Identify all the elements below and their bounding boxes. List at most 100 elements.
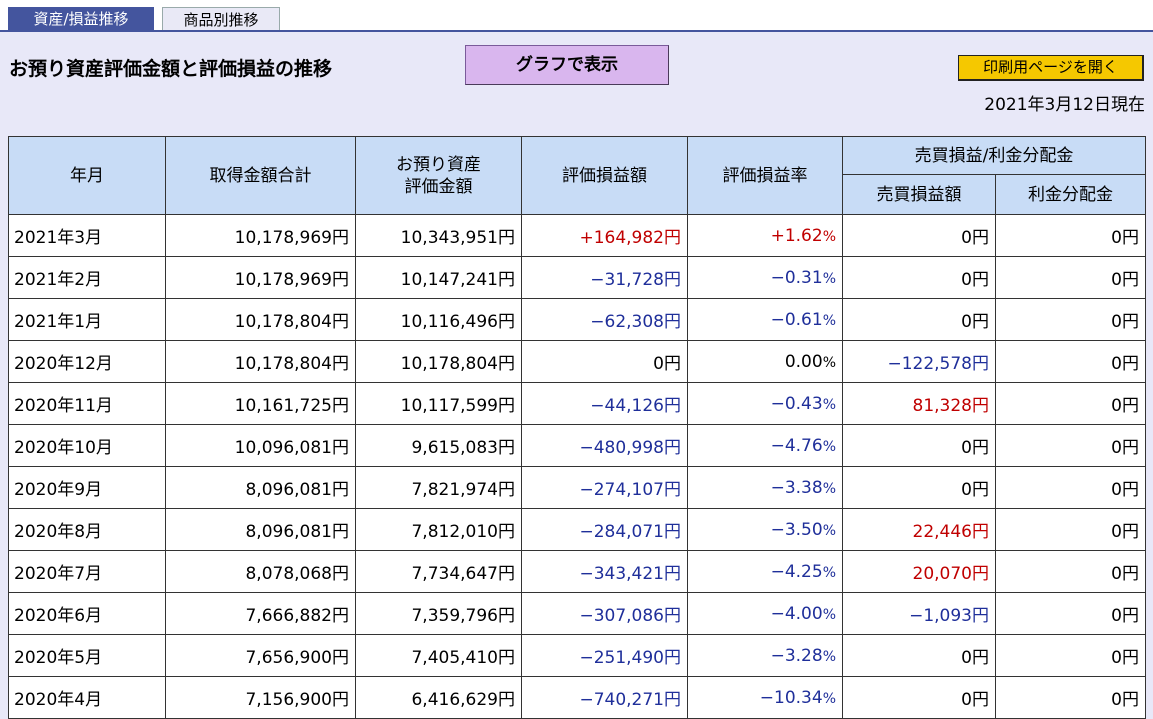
table-row: 2020年7月 8,078,068円 7,734,647円 −343,421円 −4.2…: [8, 550, 1146, 593]
cell-gain-loss: −44,126円: [521, 382, 688, 425]
cell-valuation-value: 10,147,241円: [400, 270, 515, 290]
cell-year-month: 2020年9月: [8, 466, 166, 509]
cell-gain-loss-rate-value: −4.76: [770, 435, 823, 456]
percent-sign: %: [822, 480, 836, 497]
cell-year-month: 2020年11月: [8, 382, 166, 425]
percent-sign: %: [822, 228, 836, 245]
cell-trade-pl: 0円: [842, 214, 996, 257]
cell-gain-loss: −480,998円: [521, 424, 688, 467]
table-row: 2020年8月 8,096,081円 7,812,010円 −284,071円 −3.5…: [8, 508, 1146, 551]
cell-gain-loss-value: −274,107円: [579, 480, 681, 500]
cell-trade-pl-value: −122,578円: [887, 354, 989, 374]
cell-distribution: 0円: [995, 676, 1146, 719]
table-row: 2021年2月 10,178,969円 10,147,241円 −31,728円 −0.…: [8, 256, 1146, 299]
cell-valuation-value: 10,343,951円: [400, 228, 515, 248]
cell-acquisition-total-value: 10,161,725円: [234, 396, 349, 416]
cell-trade-pl-value: 20,070円: [912, 564, 989, 584]
cell-gain-loss-rate: −4.25%: [687, 550, 843, 593]
cell-trade-pl: 0円: [842, 298, 996, 341]
tab-asset-pl-history[interactable]: 資産/損益推移: [8, 7, 154, 31]
cell-distribution-value: 0円: [1111, 354, 1139, 374]
cell-gain-loss-rate-value: 0.00: [784, 351, 823, 372]
cell-gain-loss-value: −31,728円: [590, 270, 681, 290]
cell-gain-loss-value: −44,126円: [590, 396, 681, 416]
cell-gain-loss: −274,107円: [521, 466, 688, 509]
cell-trade-pl-value: 0円: [961, 228, 989, 248]
cell-gain-loss-rate-value: −0.31: [770, 267, 823, 288]
cell-gain-loss-rate-value: −0.43: [770, 393, 823, 414]
table-row: 2020年4月 7,156,900円 6,416,629円 −740,271円 −10.…: [8, 676, 1146, 719]
cell-gain-loss-rate: 0.00%: [687, 340, 843, 383]
cell-year-month-value: 2020年10月: [14, 438, 113, 458]
cell-acquisition-total-value: 10,178,804円: [234, 354, 349, 374]
cell-acquisition-total: 10,178,804円: [165, 340, 356, 383]
cell-valuation-value: 10,117,599円: [400, 396, 515, 416]
cell-distribution: 0円: [995, 256, 1146, 299]
cell-valuation: 10,116,496円: [355, 298, 522, 341]
cell-gain-loss-value: −480,998円: [579, 438, 681, 458]
cell-acquisition-total: 10,096,081円: [165, 424, 356, 467]
cell-year-month-value: 2020年8月: [14, 522, 103, 542]
cell-gain-loss-rate: −3.38%: [687, 466, 843, 509]
cell-trade-pl: 81,328円: [842, 382, 996, 425]
open-print-page-button[interactable]: 印刷用ページを開く: [958, 55, 1144, 81]
cell-year-month: 2020年7月: [8, 550, 166, 593]
cell-valuation-value: 7,405,410円: [411, 648, 515, 668]
cell-valuation: 6,416,629円: [355, 676, 522, 719]
cell-distribution-value: 0円: [1111, 690, 1139, 710]
cell-valuation-value: 7,734,647円: [411, 564, 515, 584]
cell-acquisition-total: 7,666,882円: [165, 592, 356, 635]
table-row: 2020年5月 7,656,900円 7,405,410円 −251,490円 −3.2…: [8, 634, 1146, 677]
cell-distribution: 0円: [995, 298, 1146, 341]
cell-distribution-value: 0円: [1111, 438, 1139, 458]
cell-gain-loss-rate-value: −3.38: [770, 477, 823, 498]
cell-acquisition-total-value: 10,178,969円: [234, 270, 349, 290]
cell-acquisition-total-value: 10,178,969円: [234, 228, 349, 248]
cell-gain-loss: +164,982円: [521, 214, 688, 257]
cell-year-month-value: 2020年7月: [14, 564, 103, 584]
cell-acquisition-total: 10,178,804円: [165, 298, 356, 341]
cell-gain-loss-value: 0円: [653, 354, 681, 374]
cell-valuation-value: 9,615,083円: [411, 438, 515, 458]
header-valuation-line2: 評価金額: [404, 176, 473, 197]
cell-valuation: 7,734,647円: [355, 550, 522, 593]
cell-gain-loss-value: −343,421円: [579, 564, 681, 584]
cell-distribution: 0円: [995, 214, 1146, 257]
cell-trade-pl-value: 81,328円: [912, 396, 989, 416]
cell-acquisition-total-value: 7,656,900円: [245, 648, 349, 668]
cell-gain-loss-value: −740,271円: [579, 690, 681, 710]
tab-product-history[interactable]: 商品別推移: [162, 7, 280, 31]
cell-acquisition-total: 10,178,969円: [165, 214, 356, 257]
asset-history-table: 年月 取得金額合計 お預り資産 評価金額 評価損益額 評価損益率 売買損益/利金…: [8, 136, 1146, 719]
cell-valuation: 10,117,599円: [355, 382, 522, 425]
show-graph-button[interactable]: グラフで表示: [465, 45, 669, 85]
cell-year-month: 2020年8月: [8, 508, 166, 551]
cell-trade-pl-value: 0円: [961, 312, 989, 332]
table-row: 2020年12月 10,178,804円 10,178,804円 0円 0.00% −12…: [8, 340, 1146, 383]
cell-acquisition-total-value: 8,096,081円: [245, 522, 349, 542]
cell-year-month-value: 2021年3月: [14, 228, 103, 248]
cell-trade-pl: 0円: [842, 466, 996, 509]
cell-gain-loss: −307,086円: [521, 592, 688, 635]
cell-valuation: 7,812,010円: [355, 508, 522, 551]
table-row: 2020年10月 10,096,081円 9,615,083円 −480,998円 −4…: [8, 424, 1146, 467]
cell-acquisition-total-value: 10,178,804円: [234, 312, 349, 332]
cell-trade-pl: 0円: [842, 256, 996, 299]
header-distribution: 利金分配金: [995, 174, 1146, 215]
table-row: 2020年11月 10,161,725円 10,117,599円 −44,126円 −0…: [8, 382, 1146, 425]
cell-year-month: 2020年10月: [8, 424, 166, 467]
header-trade-group: 売買損益/利金分配金: [842, 136, 1146, 175]
cell-distribution: 0円: [995, 424, 1146, 467]
cell-trade-pl-value: −1,093円: [909, 606, 989, 626]
cell-year-month-value: 2020年6月: [14, 606, 103, 626]
cell-distribution: 0円: [995, 508, 1146, 551]
percent-sign: %: [822, 564, 836, 581]
percent-sign: %: [822, 354, 836, 371]
cell-acquisition-total-value: 7,156,900円: [245, 690, 349, 710]
cell-gain-loss-value: −307,086円: [579, 606, 681, 626]
cell-gain-loss-rate: −4.00%: [687, 592, 843, 635]
cell-trade-pl: −1,093円: [842, 592, 996, 635]
cell-gain-loss-value: −62,308円: [590, 312, 681, 332]
cell-acquisition-total-value: 10,096,081円: [234, 438, 349, 458]
cell-acquisition-total-value: 7,666,882円: [245, 606, 349, 626]
